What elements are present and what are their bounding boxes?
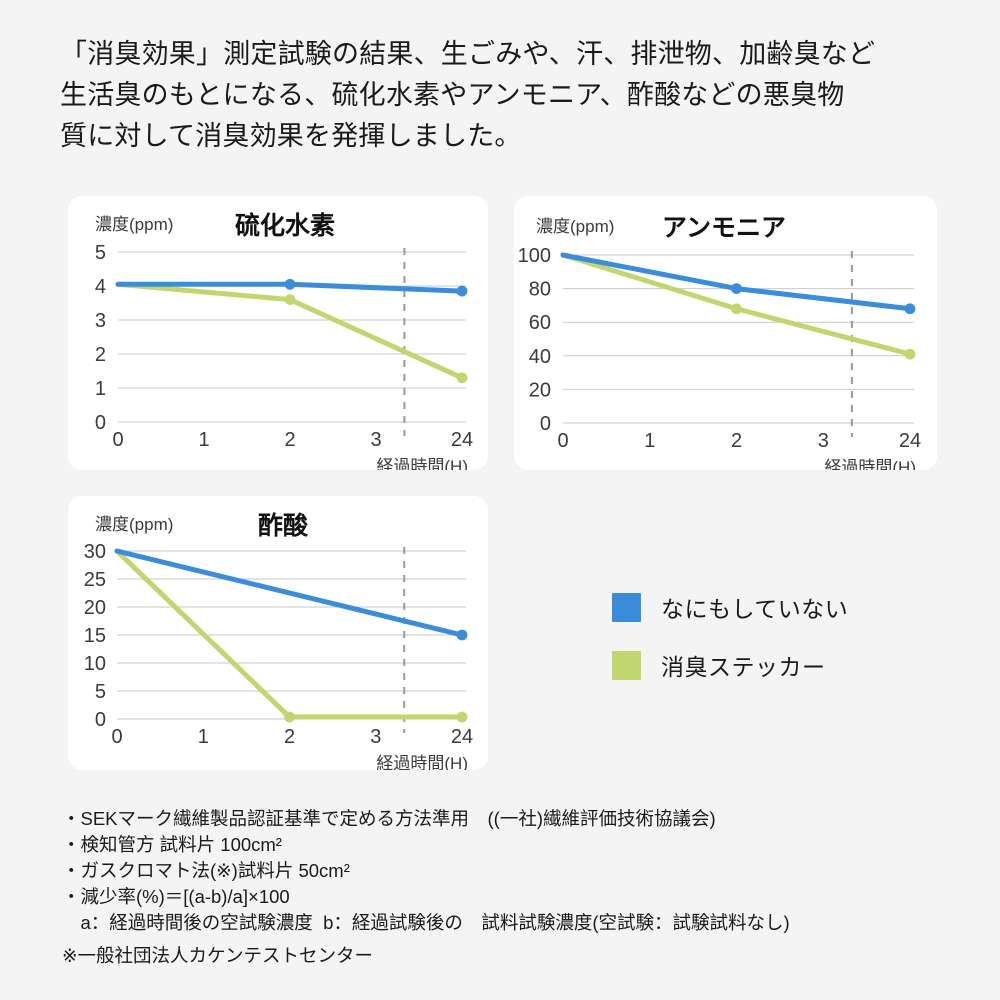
footnote-line-4: ・減少率(%)＝[(a-b)/a]×100 (62, 886, 290, 907)
data-point (284, 294, 296, 305)
y-tick-label: 60 (529, 312, 551, 334)
data-point (284, 711, 295, 723)
y-tick-label: 2 (95, 344, 106, 366)
data-point (731, 283, 742, 294)
legend-label-deodorizing-sticker: 消臭ステッカー (661, 654, 826, 680)
data-point (731, 303, 742, 315)
chart-card-ammonia: 濃度(ppm) アンモニア 0 20 40 60 80 100 0 1 2 3 24 経過時間(H) (514, 196, 937, 470)
footnote-line-2: ・検知管方 試料片 100cm² (62, 834, 282, 855)
x-tick-label: 2 (284, 726, 295, 748)
y-tick-label: 1 (95, 378, 106, 400)
x-tick-label: 1 (198, 726, 209, 748)
y-tick-label: 25 (84, 569, 106, 591)
y-tick-label: 3 (95, 310, 106, 332)
axis-unit-label: 濃度(ppm) (95, 215, 173, 234)
x-tick-label: 0 (112, 429, 123, 451)
footnote-line-5: a：経過時間後の空試験濃度 b：経過試験後の 試料試験濃度(空試験：試験試料なし… (62, 912, 790, 933)
x-tick-label: 0 (111, 726, 122, 748)
green-swatch-icon (612, 650, 641, 680)
chart-title-aa: 酢酸 (258, 511, 309, 540)
axis-unit-label: 濃度(ppm) (95, 515, 173, 534)
footnote-line-1: ・SEKマーク繊維製品認証基準で定める方法準用 ((一社)繊維評価技術協議会) (62, 808, 716, 829)
x-tick-label: 0 (557, 430, 568, 452)
y-tick-label: 40 (529, 346, 551, 368)
y-tick-label: 10 (84, 653, 106, 675)
data-point (284, 278, 296, 290)
x-axis-title: 経過時間(H) (376, 457, 468, 470)
x-axis-title: 経過時間(H) (376, 754, 468, 770)
x-tick-label: 2 (731, 430, 742, 452)
x-tick-label: 1 (198, 429, 209, 451)
legend-label-untreated: なにもしていない (661, 596, 849, 622)
y-tick-label: 5 (95, 242, 106, 264)
x-tick-label: 24 (451, 726, 473, 748)
series-line-green (114, 548, 465, 720)
y-tick-label: 15 (84, 625, 106, 647)
source-note: ※一般社団法人カケンテストセンター (62, 945, 373, 966)
series-line-blue (560, 252, 913, 312)
data-point (456, 711, 468, 723)
chart-title-h2s: 硫化水素 (235, 211, 335, 240)
data-point (904, 348, 916, 360)
blue-swatch-icon (612, 592, 641, 622)
y-tick-label: 100 (518, 245, 551, 267)
y-tick-label: 0 (95, 709, 106, 731)
y-tick-label: 0 (95, 412, 106, 434)
legend-item-deodorizing-sticker: 消臭ステッカー (612, 650, 932, 680)
footnotes-block: ・SEKマーク繊維製品認証基準で定める方法準用 ((一社)繊維評価技術協議会) … (62, 806, 962, 936)
data-point (456, 372, 468, 384)
x-tick-label: 3 (370, 726, 381, 748)
x-tick-label: 3 (818, 430, 829, 452)
y-tick-label: 0 (540, 413, 551, 435)
axis-unit-label: 濃度(ppm) (536, 217, 614, 236)
y-tick-label: 5 (95, 681, 106, 703)
chart-title-nh3: アンモニア (662, 214, 786, 242)
legend-item-untreated: なにもしていない (612, 592, 932, 622)
chart-card-hydrogen-sulfide: 濃度(ppm) 硫化水素 0 1 2 3 4 5 0 1 2 3 24 経過時間(H) (68, 196, 488, 470)
x-tick-label: 1 (644, 430, 655, 452)
x-tick-label: 24 (899, 430, 921, 452)
y-tick-label: 4 (95, 276, 106, 298)
chart-svg-ammonia: 濃度(ppm) アンモニア 0 20 40 60 80 100 0 1 2 3 24 経過時間(H) (518, 214, 922, 470)
x-axis-title: 経過時間(H) (824, 458, 916, 470)
chart-legend: なにもしていない 消臭ステッカー (612, 592, 932, 708)
data-point (904, 303, 916, 315)
y-tick-label: 30 (84, 541, 106, 563)
chart-svg-acetic-acid: 濃度(ppm) 酢酸 0 5 10 15 20 25 30 0 1 2 3 24 経過時間(H) (84, 511, 473, 770)
series-line-blue (114, 548, 465, 638)
data-point (456, 285, 468, 297)
chart-card-acetic-acid: 濃度(ppm) 酢酸 0 5 10 15 20 25 30 0 1 2 3 24 経過時間(H) (68, 496, 488, 770)
chart-svg-hydrogen-sulfide: 濃度(ppm) 硫化水素 0 1 2 3 4 5 0 1 2 3 24 経過時間(H) (95, 211, 473, 470)
x-tick-label: 3 (370, 429, 381, 451)
x-tick-label: 2 (284, 429, 295, 451)
x-tick-label: 24 (451, 429, 473, 451)
intro-paragraph: 「消臭効果」測定試験の結果、生ごみや、汗、排泄物、加齢臭など 生活臭のもとになる… (60, 39, 876, 151)
y-tick-label: 80 (529, 279, 551, 301)
footnote-line-3: ・ガスクロマト法(※)試料片 50cm² (62, 860, 350, 881)
y-tick-label: 20 (529, 379, 551, 401)
y-tick-label: 20 (84, 597, 106, 619)
data-point (456, 629, 468, 641)
